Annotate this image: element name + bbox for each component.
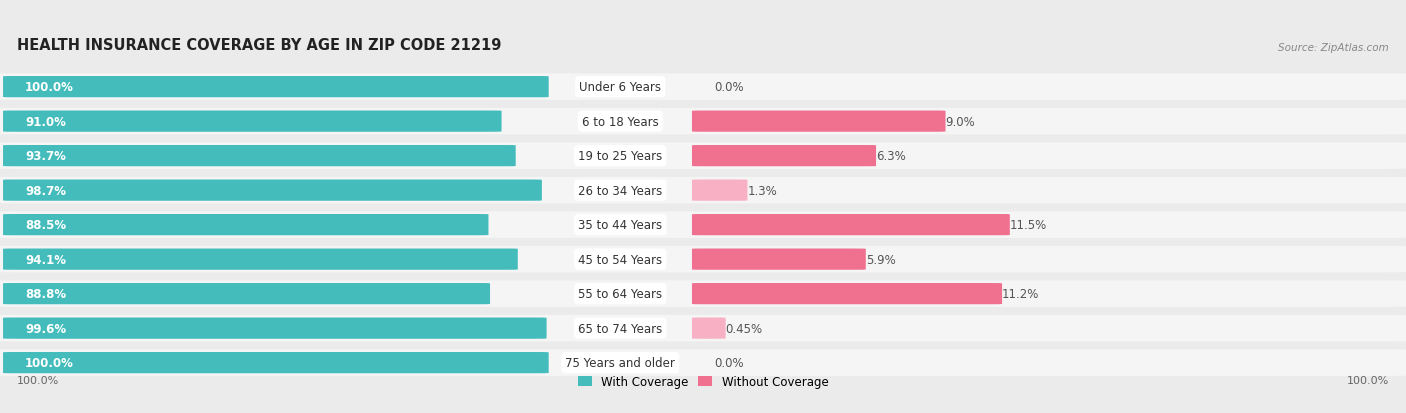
Text: 5.9%: 5.9% <box>866 253 896 266</box>
Text: 91.0%: 91.0% <box>25 115 66 128</box>
FancyBboxPatch shape <box>692 283 1002 304</box>
FancyBboxPatch shape <box>3 352 548 373</box>
FancyBboxPatch shape <box>0 74 1406 101</box>
Text: 26 to 34 Years: 26 to 34 Years <box>578 184 662 197</box>
FancyBboxPatch shape <box>3 283 491 304</box>
FancyBboxPatch shape <box>3 249 517 270</box>
Text: 0.0%: 0.0% <box>714 81 744 94</box>
Text: 75 Years and older: 75 Years and older <box>565 356 675 369</box>
Text: 45 to 54 Years: 45 to 54 Years <box>578 253 662 266</box>
FancyBboxPatch shape <box>0 143 1406 169</box>
FancyBboxPatch shape <box>692 111 945 133</box>
FancyBboxPatch shape <box>0 349 1406 376</box>
FancyBboxPatch shape <box>692 180 748 201</box>
Text: 98.7%: 98.7% <box>25 184 66 197</box>
Text: 55 to 64 Years: 55 to 64 Years <box>578 287 662 300</box>
Text: 9.0%: 9.0% <box>945 115 976 128</box>
Text: 19 to 25 Years: 19 to 25 Years <box>578 150 662 163</box>
FancyBboxPatch shape <box>3 77 548 98</box>
Text: 35 to 44 Years: 35 to 44 Years <box>578 218 662 232</box>
FancyBboxPatch shape <box>3 180 541 201</box>
Text: 65 to 74 Years: 65 to 74 Years <box>578 322 662 335</box>
FancyBboxPatch shape <box>692 214 1010 236</box>
Text: 100.0%: 100.0% <box>25 81 75 94</box>
FancyBboxPatch shape <box>3 111 502 133</box>
FancyBboxPatch shape <box>0 212 1406 238</box>
Text: 88.8%: 88.8% <box>25 287 66 300</box>
Text: 100.0%: 100.0% <box>25 356 75 369</box>
Text: 11.2%: 11.2% <box>1002 287 1039 300</box>
Text: 0.45%: 0.45% <box>725 322 762 335</box>
FancyBboxPatch shape <box>3 318 547 339</box>
Text: 1.3%: 1.3% <box>748 184 778 197</box>
Text: 6 to 18 Years: 6 to 18 Years <box>582 115 658 128</box>
FancyBboxPatch shape <box>0 178 1406 204</box>
Text: Under 6 Years: Under 6 Years <box>579 81 661 94</box>
Text: Source: ZipAtlas.com: Source: ZipAtlas.com <box>1278 43 1389 53</box>
Text: 11.5%: 11.5% <box>1010 218 1047 232</box>
FancyBboxPatch shape <box>3 214 488 236</box>
Legend: With Coverage, Without Coverage: With Coverage, Without Coverage <box>572 371 834 393</box>
Text: 99.6%: 99.6% <box>25 322 66 335</box>
Text: 88.5%: 88.5% <box>25 218 66 232</box>
FancyBboxPatch shape <box>692 318 725 339</box>
Text: HEALTH INSURANCE COVERAGE BY AGE IN ZIP CODE 21219: HEALTH INSURANCE COVERAGE BY AGE IN ZIP … <box>17 38 501 53</box>
FancyBboxPatch shape <box>692 249 866 270</box>
FancyBboxPatch shape <box>3 146 516 167</box>
FancyBboxPatch shape <box>0 281 1406 307</box>
Text: 0.0%: 0.0% <box>714 356 744 369</box>
Text: 100.0%: 100.0% <box>17 375 59 385</box>
FancyBboxPatch shape <box>0 246 1406 273</box>
FancyBboxPatch shape <box>692 146 876 167</box>
Text: 6.3%: 6.3% <box>876 150 905 163</box>
Text: 100.0%: 100.0% <box>1347 375 1389 385</box>
FancyBboxPatch shape <box>0 109 1406 135</box>
Text: 94.1%: 94.1% <box>25 253 66 266</box>
Text: 93.7%: 93.7% <box>25 150 66 163</box>
FancyBboxPatch shape <box>0 315 1406 342</box>
